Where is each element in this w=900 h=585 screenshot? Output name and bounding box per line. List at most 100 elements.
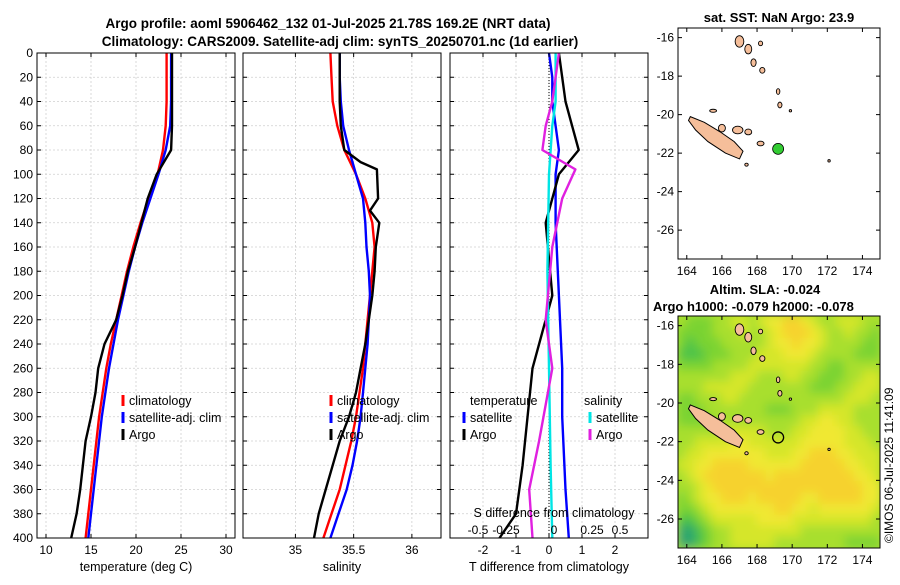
sla-cell bbox=[747, 392, 758, 405]
sla-cell bbox=[782, 481, 793, 494]
map-x-tick-label: 170 bbox=[782, 264, 802, 278]
y-tick-label: 80 bbox=[20, 143, 34, 157]
sla-cell bbox=[765, 481, 776, 494]
sst-map-title: sat. SST: NaN Argo: 23.9 bbox=[704, 10, 855, 25]
sla-cell bbox=[738, 459, 749, 472]
sla-cell bbox=[774, 403, 784, 416]
y-tick-label: 280 bbox=[13, 386, 33, 400]
sla-cell bbox=[712, 503, 723, 516]
sla-cell bbox=[695, 392, 705, 405]
sla-cell bbox=[853, 414, 863, 427]
island bbox=[775, 376, 781, 384]
sla-cell bbox=[738, 525, 749, 538]
sla-cell bbox=[835, 437, 846, 450]
sla-cell bbox=[721, 514, 732, 527]
map-x-tick-label: 166 bbox=[712, 264, 732, 278]
sla-cell bbox=[721, 492, 732, 505]
sla-cell bbox=[870, 470, 880, 483]
sla-cell bbox=[870, 370, 880, 383]
sla-cell bbox=[818, 359, 828, 372]
sla-cell bbox=[844, 503, 855, 516]
sla-cell bbox=[678, 514, 688, 527]
sla-cell bbox=[712, 316, 723, 328]
sla-cell bbox=[765, 370, 776, 383]
sla-cell bbox=[809, 503, 820, 516]
sla-cell bbox=[712, 448, 723, 461]
series-line bbox=[312, 53, 381, 539]
sla-cell bbox=[800, 316, 811, 328]
sla-cell bbox=[678, 370, 688, 383]
sla-cell bbox=[721, 448, 732, 461]
sla-cell bbox=[853, 316, 863, 328]
sla-cell bbox=[695, 503, 705, 516]
sla-cell bbox=[686, 348, 697, 361]
sla-cell bbox=[818, 481, 828, 494]
map-y-tick-label: -22 bbox=[657, 146, 675, 160]
sla-cell bbox=[721, 348, 732, 361]
map-y-tick-label: -16 bbox=[657, 31, 675, 45]
x-tick-label: 10 bbox=[39, 543, 53, 557]
legend-label: satellite-adj. clim bbox=[337, 411, 429, 425]
sla-cell bbox=[818, 437, 828, 450]
sla-cell bbox=[721, 525, 732, 538]
x-tick-label: 35 bbox=[289, 543, 303, 557]
argo-float-marker bbox=[772, 142, 785, 155]
legend-label: Argo bbox=[129, 428, 155, 442]
sla-cell bbox=[861, 337, 872, 350]
sla-cell bbox=[791, 326, 802, 339]
sla-cell bbox=[835, 392, 846, 405]
sla-cell bbox=[809, 481, 820, 494]
sla-cell bbox=[774, 459, 784, 472]
legend-header-salinity: salinity bbox=[584, 394, 623, 408]
sla-cell bbox=[835, 470, 846, 483]
sla-cell bbox=[695, 359, 705, 372]
map-x-tick-label: 164 bbox=[677, 264, 697, 278]
sla-cell bbox=[826, 359, 837, 372]
sla-cell bbox=[730, 403, 740, 416]
sla-cell bbox=[678, 392, 688, 405]
sla-cell bbox=[826, 470, 837, 483]
legend-header-temperature: temperature bbox=[470, 394, 537, 408]
sla-cell bbox=[870, 536, 880, 548]
sla-cell bbox=[686, 525, 697, 538]
sla-cell bbox=[791, 359, 802, 372]
island bbox=[756, 429, 765, 435]
sla-cell bbox=[782, 326, 793, 339]
sla-cell bbox=[765, 316, 776, 328]
sla-cell bbox=[730, 448, 740, 461]
sla-cell bbox=[686, 337, 697, 350]
sla-cell bbox=[861, 448, 872, 461]
sla-cell bbox=[791, 414, 802, 427]
sla-cell bbox=[756, 381, 767, 394]
island bbox=[744, 128, 753, 136]
sla-cell bbox=[861, 326, 872, 339]
sla-cell bbox=[826, 337, 837, 350]
sla-cell bbox=[695, 459, 705, 472]
sla-cell bbox=[738, 536, 749, 548]
island bbox=[734, 323, 745, 336]
island bbox=[827, 447, 831, 452]
sla-cell bbox=[844, 337, 855, 350]
sla-cell bbox=[844, 392, 855, 405]
sla-cell bbox=[774, 348, 784, 361]
sla-cell bbox=[861, 370, 872, 383]
sla-cell bbox=[738, 359, 749, 372]
sla-cell bbox=[774, 448, 784, 461]
sla-cell bbox=[826, 414, 837, 427]
sla-cell bbox=[721, 392, 732, 405]
sla-cell bbox=[747, 492, 758, 505]
sla-cell bbox=[774, 503, 784, 516]
sla-cell bbox=[782, 448, 793, 461]
sla-cell bbox=[800, 437, 811, 450]
sla-cell bbox=[870, 403, 880, 416]
sla-cell bbox=[826, 536, 837, 548]
sla-cell bbox=[678, 481, 688, 494]
sla-cell bbox=[721, 536, 732, 548]
sla-cell bbox=[765, 536, 776, 548]
sla-cell bbox=[782, 437, 793, 450]
figure-title-line2: Climatology: CARS2009. Satellite-adj cli… bbox=[102, 34, 578, 49]
legend-label: Argo bbox=[337, 428, 363, 442]
island bbox=[717, 412, 726, 421]
sla-cell bbox=[826, 503, 837, 516]
